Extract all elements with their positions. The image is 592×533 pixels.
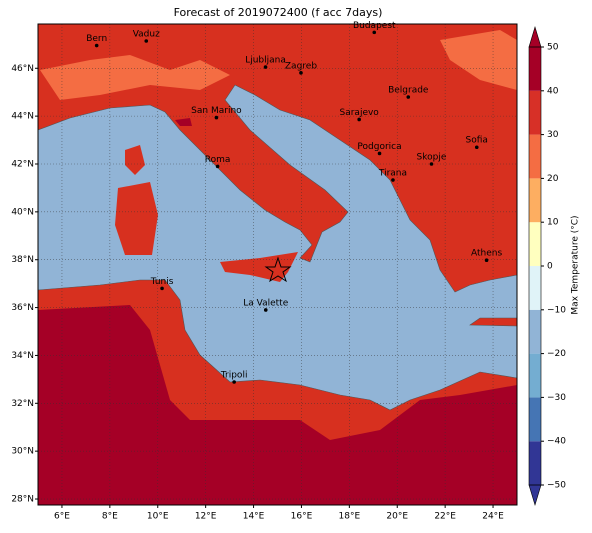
y-tick-label: 36°N <box>11 303 34 313</box>
y-tick-label: 40°N <box>11 207 34 217</box>
y-tick-label: 34°N <box>11 351 34 361</box>
city-marker <box>144 39 149 43</box>
x-tick-label: 10°E <box>147 512 169 522</box>
city-marker <box>372 30 377 35</box>
y-tick-label: 44°N <box>11 112 34 122</box>
colorbar-band <box>529 178 541 223</box>
city-label: Vaduz <box>133 29 160 39</box>
city-label: Sofia <box>466 136 488 146</box>
city-marker <box>215 164 220 169</box>
city-marker <box>160 286 164 291</box>
colorbar-band <box>529 134 541 179</box>
city-marker <box>232 380 236 384</box>
y-tick-label: 28°N <box>11 495 34 505</box>
colorbar-tick-label: 0 <box>547 262 553 272</box>
city-marker <box>263 65 268 69</box>
y-tick-label: 32°N <box>11 399 34 409</box>
sea <box>38 84 517 411</box>
city-label: Budapest <box>353 21 396 31</box>
colorbar-tick-label: −50 <box>547 481 566 491</box>
colorbar-band <box>529 266 541 310</box>
colorbar-band <box>529 222 541 266</box>
x-tick-label: 16°E <box>291 512 313 522</box>
highland-zone <box>440 30 517 90</box>
colorbar-label: Max Temperature (°C) <box>571 215 581 314</box>
x-tick-label: 14°E <box>243 512 265 522</box>
colorbar-tick-label: 10 <box>547 218 559 228</box>
city-marker <box>214 115 219 120</box>
colorbar-extend-high <box>528 25 542 48</box>
x-tick-label: 22°E <box>434 512 456 522</box>
x-tick-label: 18°E <box>339 512 361 522</box>
hot-spot <box>175 118 192 126</box>
city-label: Belgrade <box>388 85 429 95</box>
star-marker <box>264 256 292 283</box>
city-label: Tunis <box>150 277 174 287</box>
city-label: Sarajevo <box>340 108 380 118</box>
colorbar-band <box>529 353 541 398</box>
colorbar-tick-label: 50 <box>547 43 559 53</box>
alps-zone <box>40 55 230 100</box>
city-label: La Valette <box>243 298 288 308</box>
city-marker <box>484 258 489 262</box>
city-label: Skopje <box>417 152 447 162</box>
city-marker <box>406 95 411 99</box>
colorbar-tick-label: 30 <box>547 130 559 140</box>
grid-layer: 6°E 8°E 10°E 12°E 14°E 16°E 18°E 20°E 22°E 24°E 28… <box>11 24 517 522</box>
city-label: Zagreb <box>285 61 317 71</box>
colorbar-tick-label: −20 <box>547 349 566 359</box>
city-label: Bern <box>86 34 107 44</box>
city-marker <box>391 178 395 182</box>
x-tick-label: 8°E <box>102 512 118 522</box>
map-frame <box>37 23 518 506</box>
city-marker <box>377 151 382 156</box>
city-label: Podgorica <box>357 142 401 152</box>
corsica <box>125 145 145 175</box>
sahara-zone <box>38 305 517 505</box>
colorbar-band <box>529 397 541 442</box>
y-tick-label: 42°N <box>11 159 34 169</box>
city-marker <box>299 71 303 75</box>
y-tick-label: 38°N <box>11 255 34 265</box>
city-label: Tirana <box>378 169 407 179</box>
city-marker <box>94 43 99 48</box>
city-marker <box>429 162 434 166</box>
y-tick-label: 30°N <box>11 447 34 457</box>
map-area <box>38 24 517 505</box>
colorbar-tick-label: −30 <box>547 393 566 403</box>
x-tick-label: 20°E <box>386 512 408 522</box>
colorbar-band <box>529 47 541 91</box>
city-label: Athens <box>471 249 502 259</box>
y-tick-label: 46°N <box>11 64 34 74</box>
colorbar: −50 −40 −30 −20 −10 0 10 20 30 40 50 <box>528 25 566 507</box>
colorbar-tick-label: 40 <box>547 86 559 96</box>
city-label: Tripoli <box>220 370 248 380</box>
colorbar-tick-label: −40 <box>547 437 566 447</box>
city-label: San Marino <box>191 106 242 116</box>
x-tick-label: 6°E <box>54 512 70 522</box>
x-tick-label: 24°E <box>482 512 504 522</box>
city-marker <box>357 117 361 122</box>
city-marker <box>474 145 479 150</box>
colorbar-band <box>529 309 541 354</box>
city-label: Ljubljana <box>245 56 286 66</box>
title: Forecast of 2019072400 (f acc 7days) <box>174 6 383 19</box>
colorbar-extend-low <box>528 484 542 507</box>
city-marker <box>263 308 268 312</box>
city-label: Roma <box>205 155 231 165</box>
x-tick-label: 12°E <box>195 512 217 522</box>
sardinia <box>115 182 158 255</box>
colorbar-band <box>529 441 541 485</box>
colorbar-band <box>529 90 541 135</box>
colorbar-tick-label: 20 <box>547 174 559 184</box>
colorbar-tick-label: −10 <box>547 305 566 315</box>
